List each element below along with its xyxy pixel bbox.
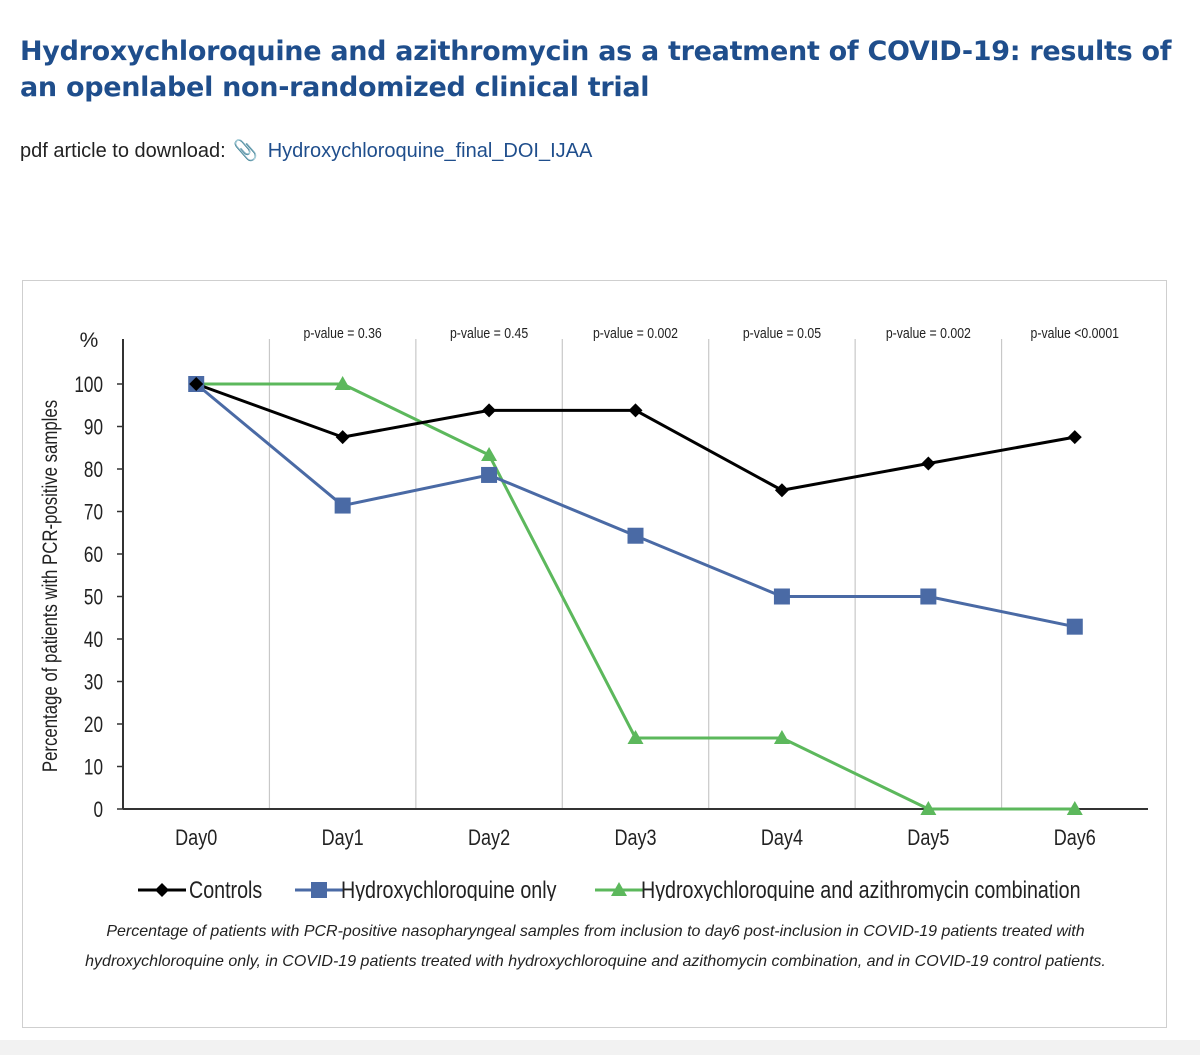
page-title: Hydroxychloroquine and azithromycin as a…	[20, 36, 1172, 103]
y-axis-title: Percentage of patients with PCR-positive…	[39, 400, 62, 772]
data-point	[1066, 801, 1083, 815]
legend-label: Hydroxychloroquine only	[341, 876, 556, 901]
y-tick-label: 100	[74, 373, 103, 398]
legend-marker	[155, 883, 169, 897]
x-tick-label: Day3	[614, 826, 656, 850]
series-markers	[188, 376, 1083, 815]
x-tick-label: Day4	[761, 826, 803, 850]
y-tick-label: 40	[84, 628, 103, 653]
x-tick-label: Day1	[322, 826, 364, 850]
data-point	[628, 403, 643, 418]
data-point	[334, 497, 351, 514]
x-tick-label: Day5	[907, 826, 949, 850]
data-point	[481, 446, 498, 461]
x-tick-label: Day6	[1054, 826, 1096, 850]
legend-label: Controls	[189, 876, 262, 901]
data-point	[334, 376, 351, 390]
x-tick-label: Day2	[468, 826, 510, 850]
data-point	[773, 730, 790, 745]
download-label: pdf article to download:	[20, 140, 226, 162]
series-lines	[195, 382, 1076, 811]
paperclip-icon: 📎	[233, 140, 259, 162]
y-tick-label: 70	[84, 501, 103, 526]
p-value-label: p-value = 0.36	[304, 325, 383, 341]
y-tick-label: 20	[84, 713, 103, 738]
x-tick-label: Day0	[175, 826, 217, 850]
y-tick-label: 10	[84, 756, 103, 781]
download-line: pdf article to download: 📎 Hydroxychloro…	[20, 138, 592, 163]
data-point	[921, 456, 936, 471]
data-point	[627, 527, 644, 544]
y-unit-label: %	[80, 329, 99, 352]
chart-labels: 0 10 20 30 40 50 60 70 80 90 100% Percentage of pat…	[39, 325, 1119, 851]
y-tick-label: 60	[84, 543, 103, 568]
p-value-label: p-value = 0.45	[450, 325, 529, 341]
legend: Controls Hydroxychloroquine only Hydroxych…	[138, 876, 1081, 901]
series-line	[195, 382, 1076, 629]
y-tick-label: 0	[93, 798, 103, 823]
y-tick-label: 90	[84, 416, 103, 441]
y-tick-label: 30	[84, 671, 103, 696]
legend-label: Hydroxychloroquine and azithromycin comb…	[641, 876, 1081, 901]
y-tick-label: 80	[84, 458, 103, 483]
data-point	[627, 730, 644, 745]
legend-marker	[611, 882, 627, 896]
p-value-label: p-value <0.0001	[1031, 325, 1119, 341]
p-value-label: p-value = 0.002	[886, 325, 971, 341]
data-point	[189, 377, 204, 391]
gridlines	[268, 339, 1003, 809]
p-value-label: p-value = 0.002	[593, 325, 678, 341]
legend-marker	[311, 882, 327, 898]
data-point	[920, 801, 937, 815]
data-point	[920, 588, 937, 605]
chart: 0 10 20 30 40 50 60 70 80 90 100% Percentage of pat…	[39, 325, 1148, 901]
download-link[interactable]: Hydroxychloroquine_final_DOI_IJAA	[267, 140, 593, 162]
p-value-label: p-value = 0.05	[743, 325, 822, 341]
data-point	[1067, 430, 1082, 445]
data-point	[482, 403, 497, 418]
data-point	[773, 588, 790, 605]
data-point	[335, 430, 350, 445]
footer-band	[0, 1040, 1200, 1055]
data-point	[774, 483, 789, 498]
data-point	[481, 466, 498, 483]
figure-box: 0 10 20 30 40 50 60 70 80 90 100% Percentage of pat…	[22, 280, 1167, 1028]
series-line	[195, 382, 1076, 492]
y-tick-label: 50	[84, 586, 103, 611]
data-point	[1066, 618, 1083, 635]
figure-caption: Percentage of patients with PCR-positive…	[85, 923, 1106, 970]
series-line	[196, 382, 1075, 811]
